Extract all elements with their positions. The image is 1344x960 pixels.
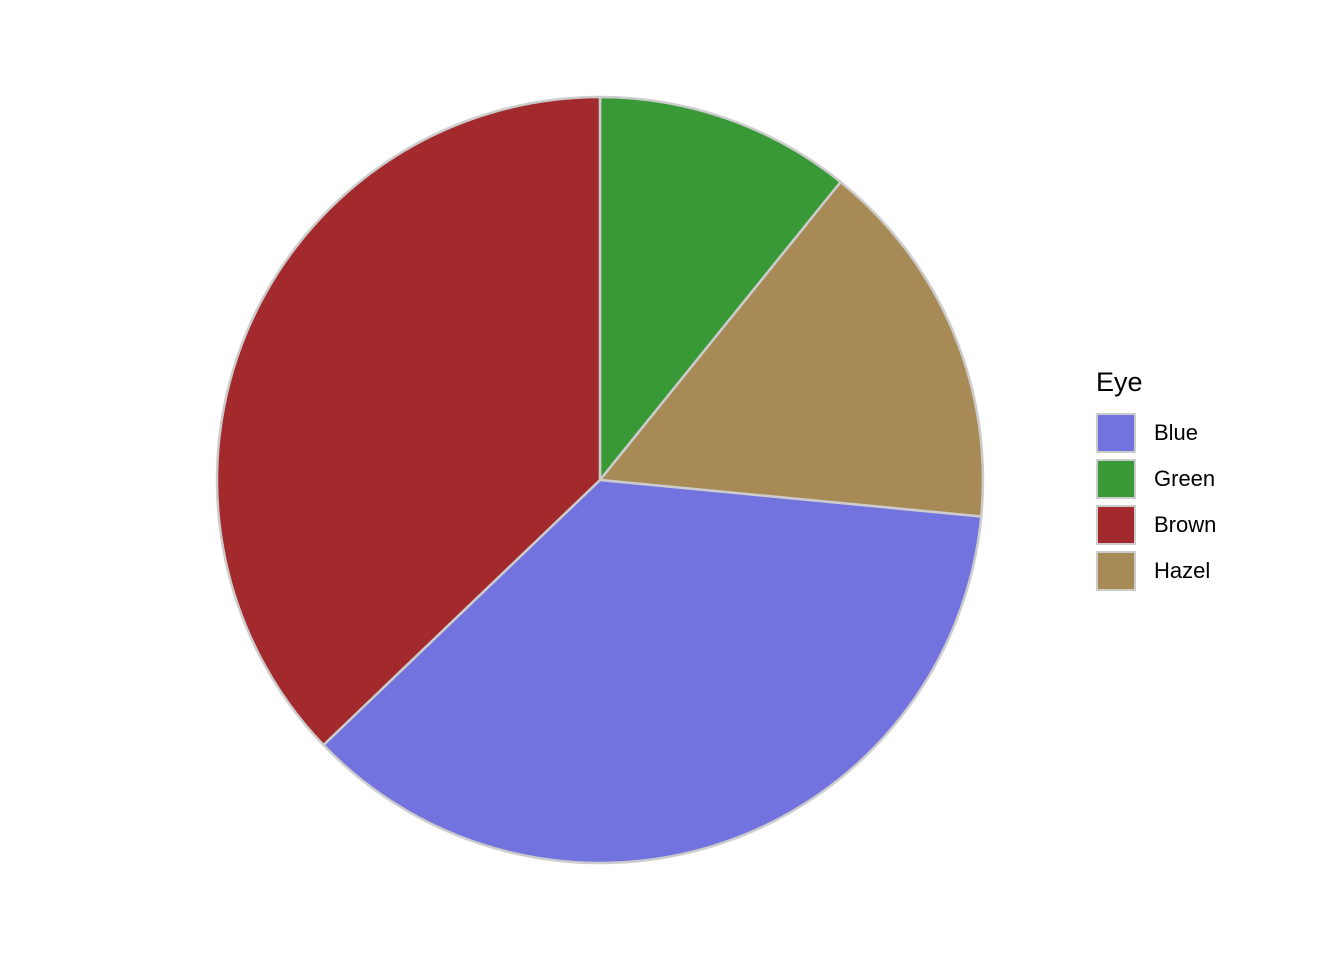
legend-key-green bbox=[1096, 459, 1136, 499]
legend-item-hazel: Hazel bbox=[1096, 548, 1216, 594]
legend: Eye Blue Green Brown Hazel bbox=[1096, 364, 1216, 594]
legend-key-brown bbox=[1096, 505, 1136, 545]
legend-label-brown: Brown bbox=[1154, 512, 1216, 538]
legend-item-brown: Brown bbox=[1096, 502, 1216, 548]
legend-item-green: Green bbox=[1096, 456, 1216, 502]
legend-label-green: Green bbox=[1154, 466, 1215, 492]
legend-title: Eye bbox=[1096, 364, 1216, 410]
legend-label-hazel: Hazel bbox=[1154, 558, 1210, 584]
legend-key-blue bbox=[1096, 413, 1136, 453]
legend-key-hazel bbox=[1096, 551, 1136, 591]
legend-label-blue: Blue bbox=[1154, 420, 1198, 446]
legend-item-blue: Blue bbox=[1096, 410, 1216, 456]
